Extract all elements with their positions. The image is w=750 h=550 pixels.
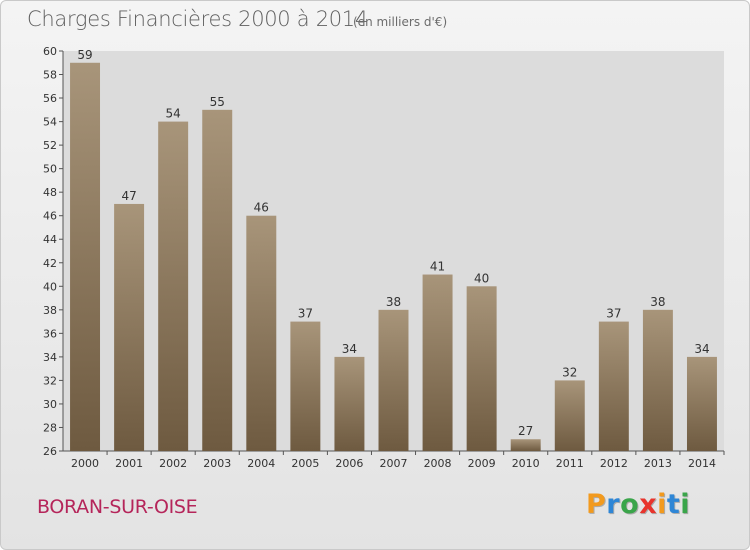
y-tick-label: 46 — [43, 210, 57, 223]
bar — [378, 309, 409, 451]
bar-value-label: 47 — [121, 189, 136, 203]
logo-letter: o — [620, 489, 640, 520]
y-tick-label: 58 — [43, 69, 57, 82]
bar — [422, 274, 453, 451]
bar — [642, 309, 673, 451]
x-tick-label: 2012 — [600, 457, 628, 470]
x-tick-label: 2009 — [468, 457, 496, 470]
logo-letter: t — [666, 489, 681, 520]
y-tick-label: 48 — [43, 186, 57, 199]
logo-letter: P — [586, 489, 607, 520]
bar-value-label: 46 — [254, 201, 269, 215]
y-tick-label: 38 — [43, 304, 57, 317]
commune-name: BORAN-SUR-OISE — [37, 496, 198, 518]
y-tick-label: 28 — [43, 421, 57, 434]
bar-value-label: 34 — [694, 342, 709, 356]
y-tick-label: 36 — [43, 327, 57, 340]
y-tick-label: 44 — [43, 233, 57, 246]
y-tick-label: 34 — [43, 351, 57, 364]
bar — [334, 356, 365, 451]
bars: 59 47 54 55 46 37 34 38 41 40 27 32 37 38 34 — [70, 48, 717, 452]
x-tick-label: 2003 — [203, 457, 231, 470]
x-tick-label: 2008 — [424, 457, 452, 470]
x-tick-label: 2010 — [512, 457, 540, 470]
bar — [686, 356, 717, 451]
bar-value-label: 40 — [474, 271, 489, 285]
bar-value-label: 54 — [166, 107, 181, 121]
x-tick-label: 2005 — [291, 457, 319, 470]
y-tick-label: 50 — [43, 163, 57, 176]
bar-value-label: 38 — [650, 295, 665, 309]
x-tick-label: 2007 — [380, 457, 408, 470]
bar-value-label: 59 — [77, 48, 92, 62]
bar-value-label: 55 — [210, 95, 225, 109]
bar — [202, 109, 233, 451]
bar-value-label: 37 — [298, 307, 313, 321]
bar-value-label: 37 — [606, 307, 621, 321]
logo-letter: x — [639, 489, 658, 520]
bar — [510, 439, 541, 451]
bar — [70, 62, 101, 451]
bar — [246, 215, 277, 451]
proxiti-logo: Proxiti — [586, 489, 690, 520]
bar — [290, 321, 321, 451]
y-axis: 26 28 30 32 34 36 38 40 42 44 46 48 50 52 54 56 58 60 — [43, 45, 64, 458]
chart-subtitle: (en milliers d'€) — [353, 15, 448, 29]
y-tick-label: 54 — [43, 116, 57, 129]
logo-letter: i — [657, 489, 667, 520]
y-tick-label: 30 — [43, 398, 57, 411]
y-tick-label: 40 — [43, 280, 57, 293]
logo-letter: i — [680, 489, 691, 520]
chart-title: Charges Financières 2000 à 2014 — [27, 7, 368, 31]
x-tick-label: 2011 — [556, 457, 584, 470]
y-tick-label: 32 — [43, 374, 57, 387]
x-tick-label: 2013 — [644, 457, 672, 470]
x-tick-label: 2014 — [688, 457, 716, 470]
x-axis: 2000 2001 2002 2003 2004 2005 2006 2007 2008 2009… — [63, 450, 725, 470]
bar-value-label: 27 — [518, 424, 533, 438]
y-tick-label: 60 — [43, 45, 57, 58]
x-tick-label: 2000 — [71, 457, 99, 470]
bar-value-label: 38 — [386, 295, 401, 309]
y-tick-label: 52 — [43, 139, 57, 152]
bar — [114, 203, 145, 451]
x-tick-label: 2002 — [159, 457, 187, 470]
bar-value-label: 41 — [430, 260, 445, 274]
logo-letter: r — [606, 489, 621, 520]
bar-value-label: 34 — [342, 342, 357, 356]
y-tick-label: 42 — [43, 257, 57, 270]
bar — [158, 121, 189, 452]
y-tick-label: 26 — [43, 445, 57, 458]
bar — [466, 286, 497, 451]
bar — [554, 380, 585, 451]
x-tick-label: 2006 — [335, 457, 363, 470]
x-tick-label: 2001 — [115, 457, 143, 470]
bar-value-label: 32 — [562, 365, 577, 379]
y-tick-label: 56 — [43, 92, 57, 105]
x-tick-label: 2004 — [247, 457, 275, 470]
bar — [598, 321, 629, 451]
